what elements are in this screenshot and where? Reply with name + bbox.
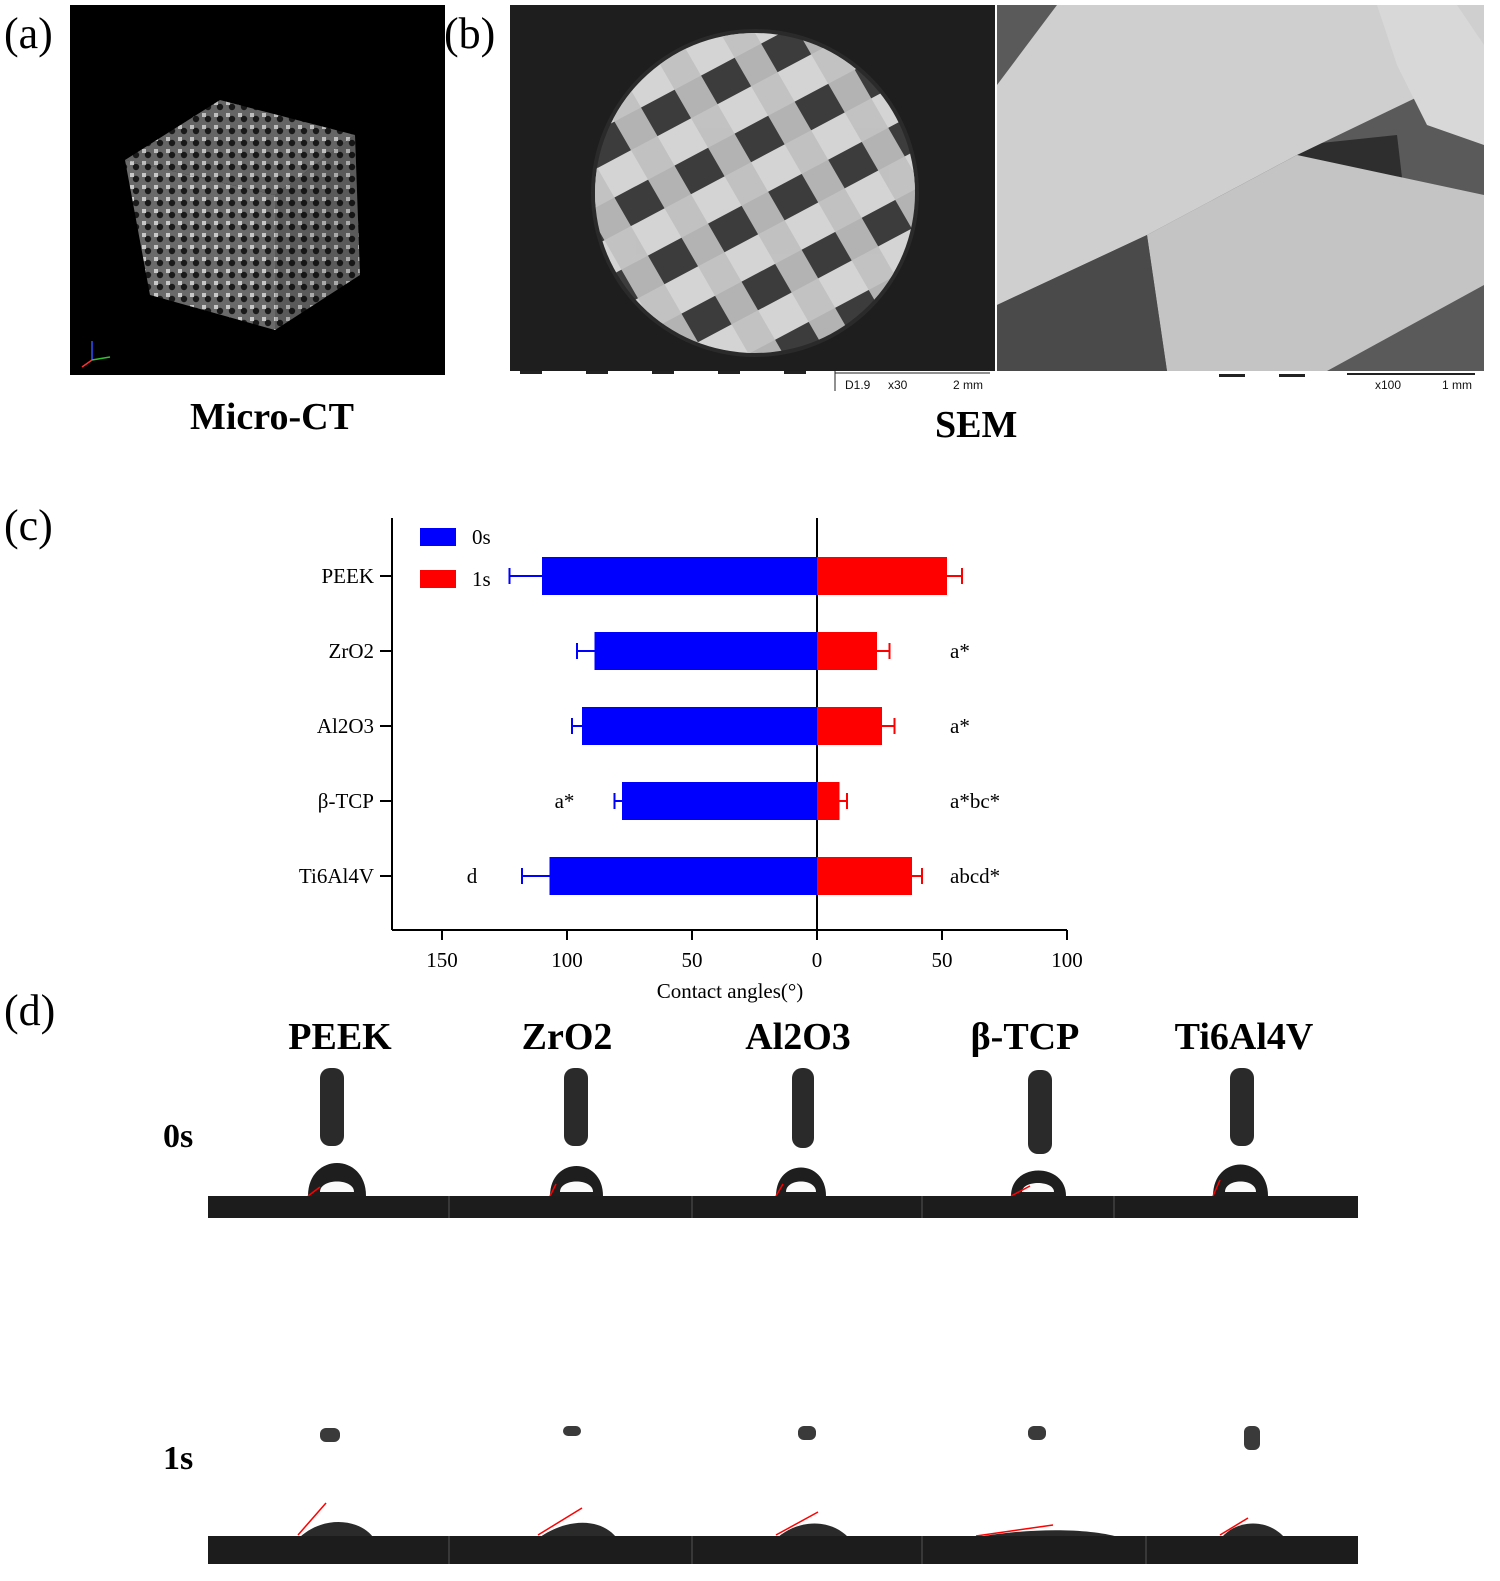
bar-0s xyxy=(622,782,817,820)
panel-letter-d: (d) xyxy=(4,986,56,1035)
droplet-peek-1s xyxy=(297,1428,373,1537)
bar-1s xyxy=(817,707,882,745)
x-axis-title: Contact angles(°) xyxy=(657,979,804,1003)
bar-0s xyxy=(582,707,817,745)
bar-1s xyxy=(817,632,877,670)
droplet-ti6al4v-0s xyxy=(1212,1068,1268,1197)
panel-letter-c: (c) xyxy=(4,501,53,550)
sem-right-bar: 1 mm xyxy=(1442,378,1472,392)
annotation-0s: d xyxy=(467,864,478,888)
sem-right-ticks xyxy=(1219,373,1475,377)
sem-left-ticks xyxy=(520,371,990,391)
x-tick-label-left: 50 xyxy=(682,948,703,972)
annotation-1s: a*bc* xyxy=(950,789,1000,813)
legend-label-0s: 0s xyxy=(472,525,491,549)
category-label: Ti6Al4V xyxy=(299,864,374,888)
x-tick-label-right: 0 xyxy=(812,948,823,972)
time-label-1s: 1s xyxy=(163,1440,194,1477)
panel-letter-a: (a) xyxy=(4,9,53,58)
droplet-btcp-0s xyxy=(1010,1070,1066,1197)
droplet-zro2-1s xyxy=(537,1426,616,1537)
annotation-1s: abcd* xyxy=(950,864,1000,888)
sem-disc-drawing xyxy=(591,29,919,357)
micro-ct-image xyxy=(70,5,445,375)
droplet-zro2-0s xyxy=(549,1068,603,1197)
x-tick-label-right: 100 xyxy=(1051,948,1083,972)
bar-0s xyxy=(542,557,817,595)
micro-ct-cube-drawing xyxy=(81,100,360,368)
sem-caption: SEM xyxy=(935,404,1018,446)
contact-angle-chart: 150 100 50 0 50 100 Contact angles(°) PEEK ZrO2 a… xyxy=(299,518,1083,1003)
sem-right-scale-strip: x100 1 mm xyxy=(997,371,1484,393)
sem-left-code: D1.9 xyxy=(845,378,871,392)
material-label-btcp: β-TCP xyxy=(970,1016,1080,1058)
droplet-strip-1s xyxy=(208,1426,1358,1564)
micro-ct-caption: Micro-CT xyxy=(190,396,354,438)
x-tick-label-right: 50 xyxy=(932,948,953,972)
sem-image-right xyxy=(997,5,1484,371)
x-tick-label-left: 100 xyxy=(551,948,583,972)
category-label: Al2O3 xyxy=(317,714,374,738)
bar-1s xyxy=(817,557,947,595)
sem-left-mag: x30 xyxy=(888,378,908,392)
sem-strut-drawing xyxy=(997,5,1484,371)
annotation-1s: a* xyxy=(950,639,970,663)
material-label-ti6al4v: Ti6Al4V xyxy=(1174,1016,1314,1058)
sem-left-scale-strip: D1.9 x30 2 mm xyxy=(510,371,995,393)
droplet-btcp-1s xyxy=(975,1426,1118,1537)
droplet-al2o3-1s xyxy=(775,1426,848,1537)
sem-left-bar: 2 mm xyxy=(953,378,983,392)
legend-swatch-0s xyxy=(420,528,456,546)
droplet-peek-0s xyxy=(307,1068,366,1197)
annotation-1s: a* xyxy=(950,714,970,738)
legend-label-1s: 1s xyxy=(472,567,491,591)
category-label: β-TCP xyxy=(318,789,374,813)
category-label: ZrO2 xyxy=(329,639,375,663)
material-label-peek: PEEK xyxy=(288,1016,392,1058)
sem-image-left xyxy=(510,5,995,371)
bar-1s xyxy=(817,782,840,820)
bar-1s xyxy=(817,857,912,895)
material-label-zro2: ZrO2 xyxy=(521,1016,613,1058)
droplet-al2o3-0s xyxy=(775,1068,826,1197)
time-label-0s: 0s xyxy=(163,1118,194,1155)
droplet-ti6al4v-1s xyxy=(1219,1426,1284,1537)
bar-0s xyxy=(549,857,817,895)
sem-right-mag: x100 xyxy=(1375,378,1402,392)
category-label: PEEK xyxy=(322,564,375,588)
panel-letter-b: (b) xyxy=(444,9,496,58)
material-label-al2o3: Al2O3 xyxy=(745,1016,851,1058)
droplet-strip-0s xyxy=(208,1068,1358,1218)
bar-0s xyxy=(594,632,817,670)
annotation-0s: a* xyxy=(555,789,575,813)
legend-swatch-1s xyxy=(420,570,456,588)
x-tick-label-left: 150 xyxy=(426,948,458,972)
